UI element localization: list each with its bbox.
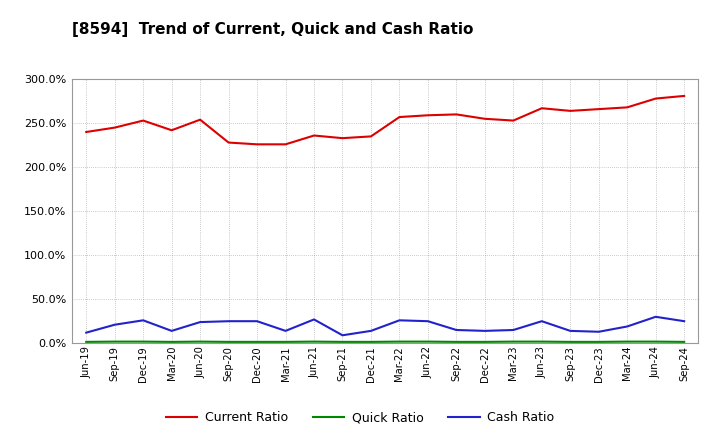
Current Ratio — [680, 93, 688, 99]
Quick Ratio — [110, 339, 119, 344]
Quick Ratio — [480, 339, 489, 345]
Quick Ratio — [225, 339, 233, 345]
Cash Ratio — [110, 322, 119, 327]
Current Ratio — [652, 96, 660, 101]
Quick Ratio — [423, 339, 432, 344]
Cash Ratio — [680, 319, 688, 324]
Cash Ratio — [623, 324, 631, 329]
Cash Ratio — [196, 319, 204, 325]
Current Ratio — [452, 112, 461, 117]
Quick Ratio — [366, 339, 375, 345]
Line: Cash Ratio: Cash Ratio — [86, 317, 684, 335]
Current Ratio — [167, 128, 176, 133]
Quick Ratio — [509, 339, 518, 344]
Cash Ratio — [509, 327, 518, 333]
Cash Ratio — [253, 319, 261, 324]
Current Ratio — [566, 108, 575, 114]
Quick Ratio — [595, 339, 603, 345]
Current Ratio — [423, 113, 432, 118]
Current Ratio — [623, 105, 631, 110]
Cash Ratio — [423, 319, 432, 324]
Quick Ratio — [310, 339, 318, 344]
Current Ratio — [282, 142, 290, 147]
Quick Ratio — [537, 339, 546, 344]
Cash Ratio — [452, 327, 461, 333]
Quick Ratio — [167, 339, 176, 345]
Current Ratio — [537, 106, 546, 111]
Quick Ratio — [82, 339, 91, 345]
Text: [8594]  Trend of Current, Quick and Cash Ratio: [8594] Trend of Current, Quick and Cash … — [72, 22, 473, 37]
Quick Ratio — [452, 339, 461, 345]
Current Ratio — [82, 129, 91, 135]
Current Ratio — [225, 140, 233, 145]
Current Ratio — [196, 117, 204, 122]
Quick Ratio — [196, 339, 204, 344]
Cash Ratio — [225, 319, 233, 324]
Current Ratio — [110, 125, 119, 130]
Cash Ratio — [82, 330, 91, 335]
Cash Ratio — [310, 317, 318, 322]
Cash Ratio — [167, 328, 176, 334]
Current Ratio — [509, 118, 518, 123]
Quick Ratio — [282, 339, 290, 345]
Cash Ratio — [537, 319, 546, 324]
Cash Ratio — [282, 328, 290, 334]
Cash Ratio — [338, 333, 347, 338]
Current Ratio — [253, 142, 261, 147]
Quick Ratio — [139, 339, 148, 344]
Current Ratio — [366, 134, 375, 139]
Line: Current Ratio: Current Ratio — [86, 96, 684, 144]
Cash Ratio — [595, 329, 603, 334]
Quick Ratio — [652, 339, 660, 344]
Quick Ratio — [253, 339, 261, 345]
Quick Ratio — [566, 339, 575, 345]
Current Ratio — [395, 114, 404, 120]
Current Ratio — [480, 116, 489, 121]
Legend: Current Ratio, Quick Ratio, Cash Ratio: Current Ratio, Quick Ratio, Cash Ratio — [161, 407, 559, 429]
Cash Ratio — [480, 328, 489, 334]
Current Ratio — [310, 133, 318, 138]
Quick Ratio — [623, 339, 631, 344]
Current Ratio — [595, 106, 603, 112]
Cash Ratio — [139, 318, 148, 323]
Current Ratio — [338, 136, 347, 141]
Quick Ratio — [680, 339, 688, 345]
Quick Ratio — [395, 339, 404, 344]
Cash Ratio — [366, 328, 375, 334]
Cash Ratio — [566, 328, 575, 334]
Quick Ratio — [338, 339, 347, 345]
Current Ratio — [139, 118, 148, 123]
Cash Ratio — [395, 318, 404, 323]
Cash Ratio — [652, 314, 660, 319]
